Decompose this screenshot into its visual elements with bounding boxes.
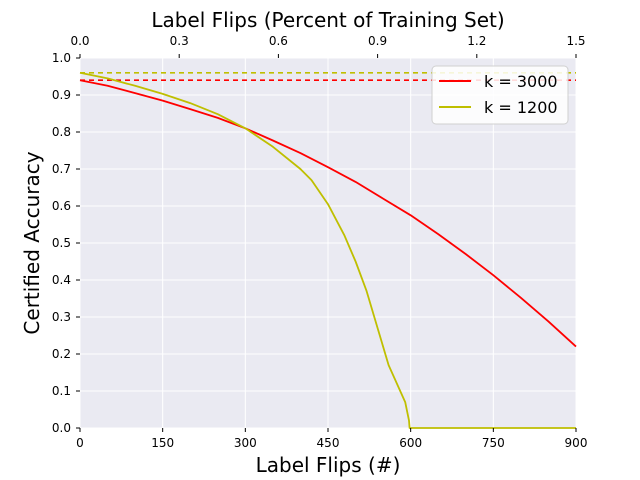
reference-lines bbox=[80, 72, 576, 81]
top-x-tick-label: 1.5 bbox=[566, 34, 585, 48]
top-tick-labels: 0.0 0.3 0.6 0.9 1.2 1.5 bbox=[70, 34, 585, 48]
legend-label-k3000: k = 3000 bbox=[484, 72, 558, 91]
chart-title: Label Flips (Percent of Training Set) bbox=[151, 8, 504, 32]
y-tick-label: 0.5 bbox=[52, 236, 71, 250]
top-x-tick-label: 0.3 bbox=[170, 34, 189, 48]
series-line-1 bbox=[79, 71, 576, 429]
left-tick-labels: 0.0 0.1 0.2 0.3 0.4 0.5 0.6 0.7 0.8 0.9 1.0 bbox=[52, 51, 71, 435]
x-tick-label: 450 bbox=[317, 436, 340, 450]
top-x-tick-label: 0.6 bbox=[269, 34, 288, 48]
x-tick-label: 150 bbox=[151, 436, 174, 450]
top-x-tick-label: 0.0 bbox=[70, 34, 89, 48]
y-tick-label: 0.6 bbox=[52, 199, 71, 213]
x-tick-label: 750 bbox=[482, 436, 505, 450]
y-axis-label: Certified Accuracy bbox=[20, 151, 44, 334]
legend: k = 3000 k = 1200 bbox=[431, 65, 569, 125]
y-tick-label: 1.0 bbox=[52, 51, 71, 65]
bottom-tick-labels: 0 150 300 450 600 750 900 bbox=[76, 436, 587, 450]
top-x-tick-label: 0.9 bbox=[368, 34, 387, 48]
y-tick-label: 0.0 bbox=[52, 421, 71, 435]
y-tick-label: 0.8 bbox=[52, 125, 71, 139]
x-tick-label: 600 bbox=[399, 436, 422, 450]
series-lines bbox=[79, 71, 577, 429]
x-axis-label: Label Flips (#) bbox=[256, 453, 401, 477]
y-tick-label: 0.7 bbox=[52, 162, 71, 176]
y-tick-label: 0.3 bbox=[52, 310, 71, 324]
axis-ticks bbox=[76, 54, 577, 432]
x-tick-label: 300 bbox=[234, 436, 257, 450]
y-tick-label: 0.1 bbox=[52, 384, 71, 398]
x-tick-label: 900 bbox=[565, 436, 588, 450]
y-tick-label: 0.4 bbox=[52, 273, 71, 287]
y-tick-label: 0.2 bbox=[52, 347, 71, 361]
series-line-0 bbox=[79, 79, 577, 348]
x-tick-label: 0 bbox=[76, 436, 84, 450]
top-x-tick-label: 1.2 bbox=[467, 34, 486, 48]
y-tick-label: 0.9 bbox=[52, 88, 71, 102]
legend-label-k1200: k = 1200 bbox=[484, 98, 558, 117]
